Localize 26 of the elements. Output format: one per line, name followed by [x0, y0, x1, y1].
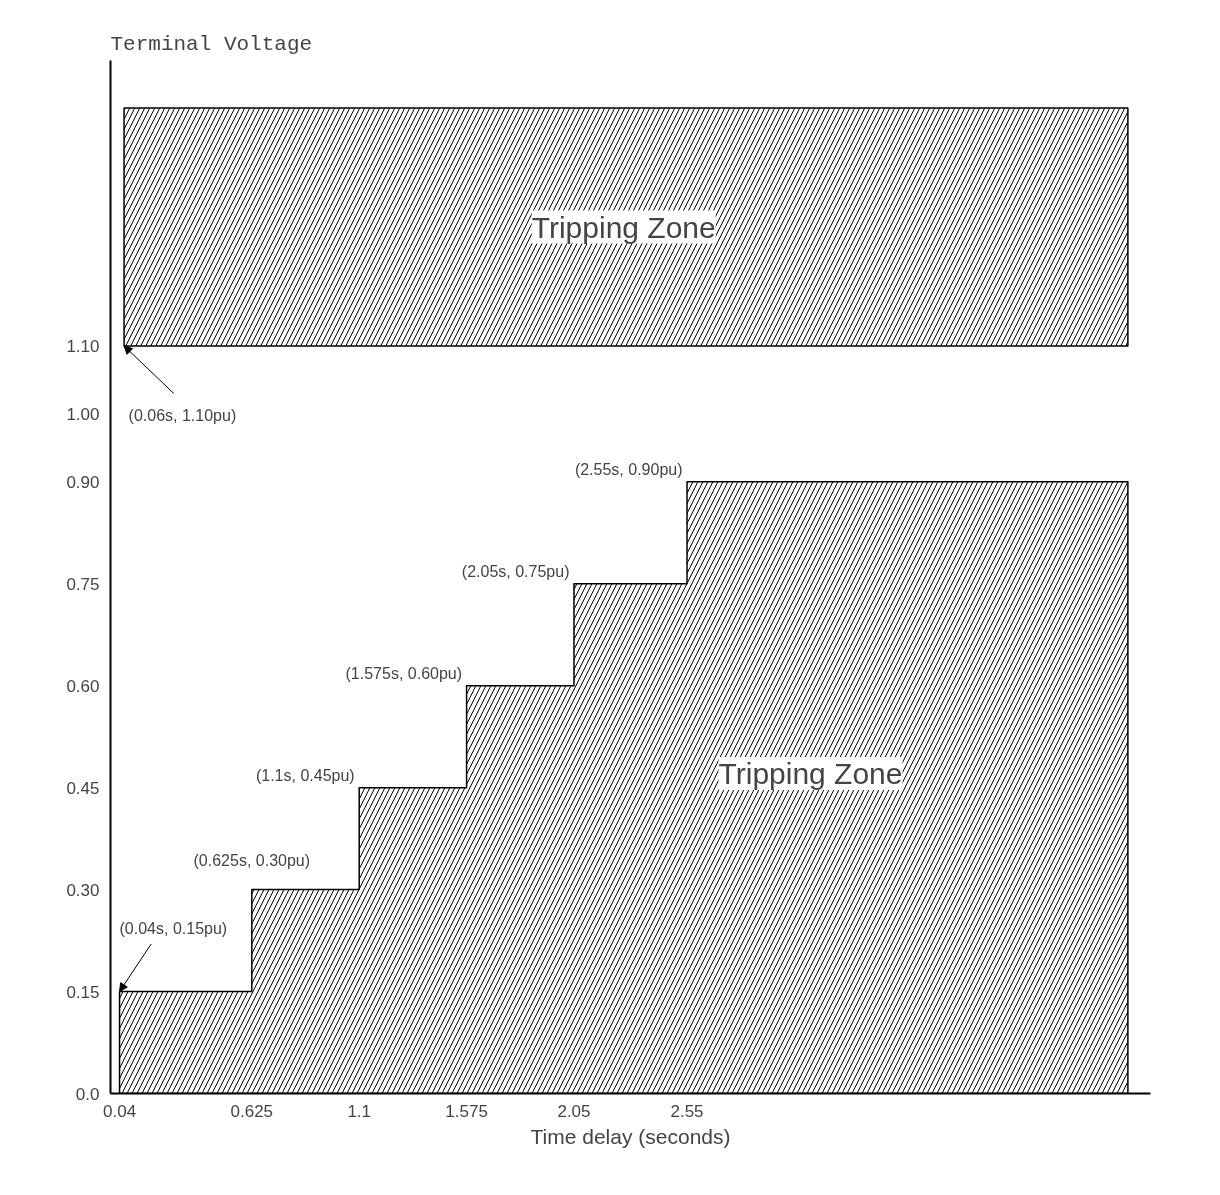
x-tick-label: 1.575 — [445, 1101, 488, 1121]
annotation: (1.575s, 0.60pu) — [345, 665, 463, 683]
y-tick-label: 0.15 — [66, 982, 100, 1002]
annotation: (1.1s, 0.45pu) — [255, 767, 355, 785]
annotation: Tripping Zone — [718, 757, 903, 790]
y-tick-label: 0.60 — [66, 676, 100, 696]
y-tick-label: 0.45 — [66, 778, 100, 798]
x-tick-label: 0.04 — [103, 1101, 137, 1121]
annotation: (0.625s, 0.30pu) — [193, 852, 311, 870]
annotation: (2.55s, 0.90pu) — [574, 461, 683, 479]
x-axis-title: Time delay (seconds) — [530, 1124, 731, 1148]
x-tick-label: 2.05 — [557, 1101, 591, 1121]
y-tick-label: 0.0 — [75, 1084, 100, 1104]
annotation: (0.04s, 0.15pu) — [119, 920, 228, 938]
x-tick-label: 2.55 — [670, 1101, 704, 1121]
band-label: Tripping Zone — [531, 210, 716, 244]
y-tick-label: 0.75 — [66, 574, 100, 594]
y-tick-label: 1.10 — [66, 336, 100, 356]
x-tick-label: 0.625 — [230, 1101, 274, 1121]
y-tick-label: 1.00 — [66, 404, 100, 424]
y-tick-label: 0.90 — [66, 472, 100, 492]
y-tick-label: 0.30 — [66, 880, 100, 900]
annotation: (0.06s, 1.10pu) — [128, 407, 237, 425]
annotation: (2.05s, 0.75pu) — [461, 563, 570, 581]
x-tick-label: 1.1 — [347, 1101, 372, 1121]
y-axis-title: Terminal Voltage — [110, 32, 313, 56]
